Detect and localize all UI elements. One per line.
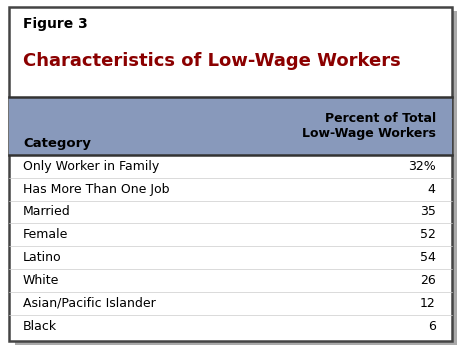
Text: 6: 6 xyxy=(428,320,436,333)
Text: Black: Black xyxy=(23,320,57,333)
Text: 54: 54 xyxy=(420,251,436,264)
Text: Percent of Total
Low-Wage Workers: Percent of Total Low-Wage Workers xyxy=(302,112,436,140)
Text: Only Worker in Family: Only Worker in Family xyxy=(23,160,160,173)
Text: 32%: 32% xyxy=(408,160,436,173)
Text: Characteristics of Low-Wage Workers: Characteristics of Low-Wage Workers xyxy=(23,52,401,70)
Text: Figure 3: Figure 3 xyxy=(23,17,88,31)
Text: Married: Married xyxy=(23,205,71,219)
Text: Latino: Latino xyxy=(23,251,62,264)
Text: 12: 12 xyxy=(420,297,436,310)
Text: 4: 4 xyxy=(428,183,436,196)
Text: 35: 35 xyxy=(420,205,436,219)
Bar xyxy=(9,97,452,155)
Text: 52: 52 xyxy=(420,228,436,241)
Text: Female: Female xyxy=(23,228,68,241)
Text: 26: 26 xyxy=(420,274,436,287)
Text: White: White xyxy=(23,274,59,287)
Text: Asian/Pacific Islander: Asian/Pacific Islander xyxy=(23,297,156,310)
Text: Has More Than One Job: Has More Than One Job xyxy=(23,183,170,196)
Text: Category: Category xyxy=(23,137,91,150)
